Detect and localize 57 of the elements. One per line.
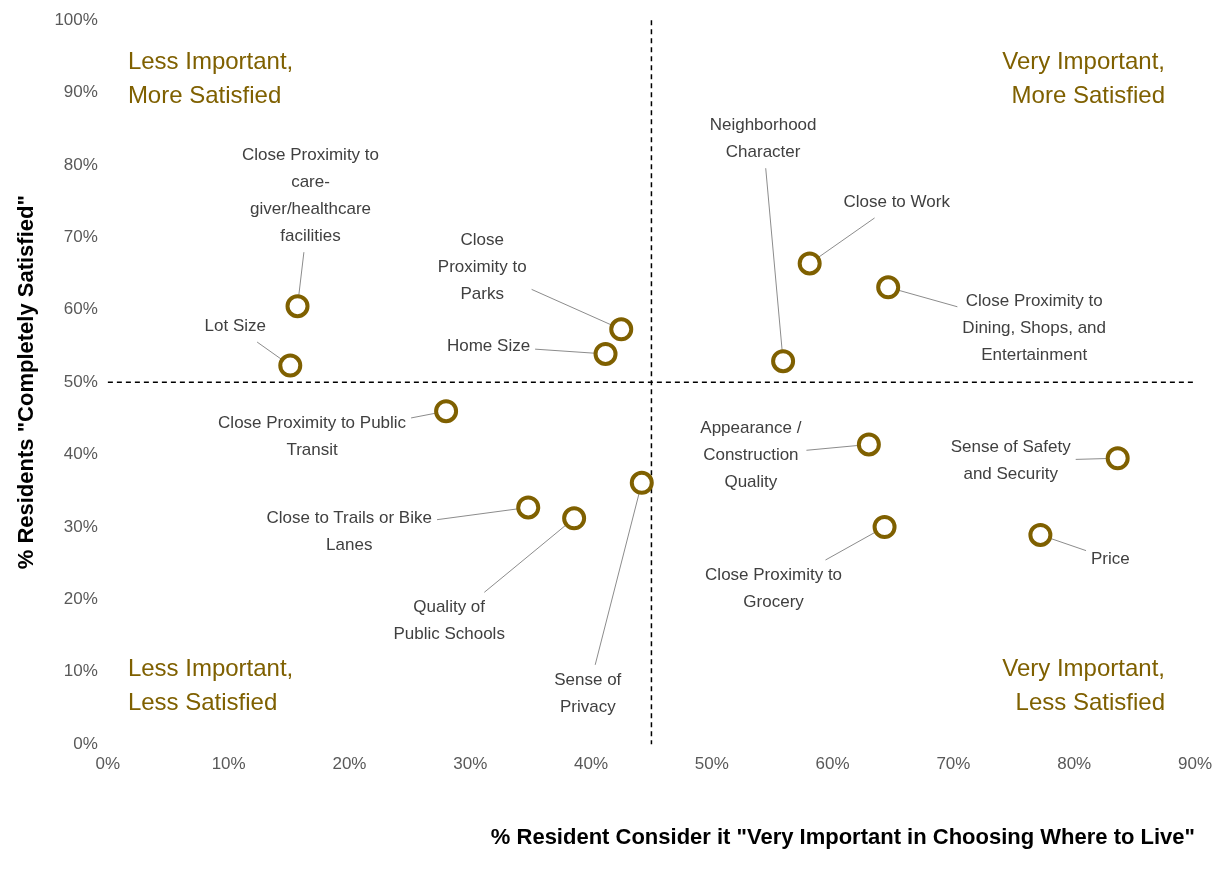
x-tick-label: 20% — [332, 754, 367, 774]
point — [434, 399, 459, 424]
y-tick-label: 50% — [63, 371, 98, 391]
y-tick-label: 0% — [73, 733, 98, 753]
x-tick-label: 10% — [211, 754, 246, 774]
x-tick-label: 60% — [815, 754, 850, 774]
y-tick-label: 40% — [63, 444, 98, 464]
point — [1028, 522, 1053, 547]
point — [629, 470, 654, 495]
x-axis-title: % Resident Consider it "Very Important in Choosing Where to Live" — [490, 823, 1195, 849]
y-tick-label: 20% — [63, 589, 98, 609]
y-tick-label: 90% — [63, 82, 98, 102]
annotation: Close to Trails or Bike Lanes — [266, 507, 432, 554]
annotation: Price — [1091, 548, 1130, 568]
y-tick-label: 100% — [54, 9, 98, 29]
y-axis-title: % Residents "Completely Satisfied" — [13, 195, 39, 570]
y-tick-label: 70% — [63, 227, 98, 247]
x-tick-label: 90% — [1177, 754, 1213, 774]
point — [593, 341, 618, 366]
point — [1105, 446, 1130, 471]
x-tick-label: 40% — [574, 754, 609, 774]
annotation: Close Proximity to care-giver/healthcare facilities — [242, 145, 380, 246]
annotation: Sense of Safety and Security — [950, 437, 1072, 484]
point — [278, 353, 303, 378]
annotation: Less Important, Less Satisfied — [127, 653, 294, 715]
annotation: Sense of Privacy — [554, 670, 622, 717]
point — [516, 495, 541, 520]
annotation: Close to Work — [843, 192, 951, 212]
point — [876, 275, 901, 300]
annotation: Close Proximity to Dining, Shops, and Entertainment — [962, 291, 1107, 365]
point — [771, 349, 796, 374]
annotation: Close Proximity to Parks — [437, 230, 527, 304]
x-tick-label: 50% — [694, 754, 729, 774]
point — [856, 432, 881, 457]
x-tick-label: 30% — [453, 754, 488, 774]
annotation: Neighborhood Character — [709, 115, 817, 162]
annotation: Less Important, More Satisfied — [127, 46, 294, 108]
x-tick-label: 80% — [1057, 754, 1092, 774]
x-tick-label: 70% — [936, 754, 971, 774]
annotation: Close Proximity to Grocery — [705, 565, 843, 612]
annotation: Lot Size — [204, 316, 266, 336]
point — [872, 515, 897, 539]
annotation: Appearance / Construction Quality — [700, 418, 802, 492]
y-tick-label: 10% — [63, 661, 98, 681]
y-tick-label: 80% — [63, 154, 98, 174]
y-tick-label: 60% — [63, 299, 98, 319]
point — [562, 506, 587, 531]
annotation: Very Important, More Satisfied — [1002, 46, 1165, 108]
annotation: Very Important, Less Satisfied — [1002, 653, 1165, 715]
x-tick-label: 0% — [95, 754, 121, 774]
y-tick-label: 30% — [63, 516, 98, 536]
annotation: Quality of Public Schools — [393, 597, 505, 644]
point — [797, 251, 822, 276]
annotation: Home Size — [446, 335, 531, 355]
point — [285, 294, 310, 319]
annotation: Close Proximity to Public Transit — [218, 413, 407, 460]
point — [609, 317, 634, 342]
